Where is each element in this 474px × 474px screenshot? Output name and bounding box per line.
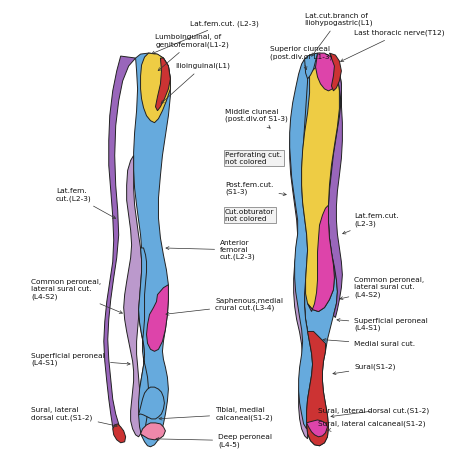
Text: Common peroneal,
lateral sural cut.
(L4-S2): Common peroneal, lateral sural cut. (L4-…: [31, 280, 122, 313]
Polygon shape: [307, 331, 328, 446]
Polygon shape: [290, 59, 312, 439]
Polygon shape: [113, 424, 126, 443]
Polygon shape: [316, 53, 337, 91]
Text: Saphenous,medial
crural cut.(L3-4): Saphenous,medial crural cut.(L3-4): [166, 298, 283, 315]
Text: Lumboinguinal, of
genitofemoral(L1-2): Lumboinguinal, of genitofemoral(L1-2): [155, 35, 229, 71]
Polygon shape: [308, 205, 335, 311]
Text: Lat.fem.cut.
(L2-3): Lat.fem.cut. (L2-3): [343, 213, 399, 234]
Text: Last thoracic nerve(T12): Last thoracic nerve(T12): [341, 30, 445, 62]
Text: Superficial peroneal
(L4-S1): Superficial peroneal (L4-S1): [31, 353, 130, 366]
Text: Lat.fem.
cut.(L2-3): Lat.fem. cut.(L2-3): [56, 189, 116, 219]
Polygon shape: [329, 53, 341, 91]
Text: Anterior
femoral
cut.(L2-3): Anterior femoral cut.(L2-3): [166, 240, 256, 260]
Polygon shape: [146, 285, 168, 351]
Text: Common peroneal,
lateral sural cut.
(L4-S2): Common peroneal, lateral sural cut. (L4-…: [340, 277, 424, 300]
Text: Superficial peroneal
(L4-S1): Superficial peroneal (L4-S1): [337, 318, 428, 331]
Text: Sural, lateral
dorsal cut.(S1-2): Sural, lateral dorsal cut.(S1-2): [31, 407, 117, 427]
Text: Middle cluneal
(post.div.of S1-3): Middle cluneal (post.div.of S1-3): [225, 109, 288, 128]
Text: Lat.fem.cut. (L2-3): Lat.fem.cut. (L2-3): [152, 20, 259, 54]
Text: Sural, lateral calcaneal(S1-2): Sural, lateral calcaneal(S1-2): [318, 420, 425, 431]
Polygon shape: [134, 53, 170, 447]
Polygon shape: [141, 423, 165, 440]
Text: Tibial, medial
calcaneal(S1-2): Tibial, medial calcaneal(S1-2): [159, 407, 273, 421]
Polygon shape: [305, 53, 318, 79]
Polygon shape: [124, 155, 142, 437]
Text: Ilioinguinal(L1): Ilioinguinal(L1): [161, 63, 230, 103]
Polygon shape: [301, 64, 339, 311]
Polygon shape: [328, 61, 342, 318]
Polygon shape: [301, 53, 341, 446]
Polygon shape: [307, 420, 328, 437]
Text: Cut.obturator
not colored: Cut.obturator not colored: [225, 209, 274, 222]
Text: Sural, lateral dorsal cut.(S1-2): Sural, lateral dorsal cut.(S1-2): [318, 408, 429, 418]
Text: Medial sural cut.: Medial sural cut.: [323, 338, 415, 347]
Text: Perforating cut.
not colored: Perforating cut. not colored: [225, 152, 282, 165]
Text: Post.fem.cut.
(S1-3): Post.fem.cut. (S1-3): [225, 182, 286, 196]
Polygon shape: [141, 53, 170, 123]
Text: Lat.cut.branch of
iliohypogastric(L1): Lat.cut.branch of iliohypogastric(L1): [305, 12, 373, 56]
Text: Superior cluneal
(post.div.of L1-3): Superior cluneal (post.div.of L1-3): [270, 46, 332, 70]
Polygon shape: [138, 387, 164, 419]
Text: Sural(S1-2): Sural(S1-2): [333, 364, 396, 374]
Polygon shape: [138, 248, 148, 436]
Polygon shape: [290, 59, 312, 429]
Polygon shape: [155, 58, 170, 111]
Text: Deep peroneal
(L4-5): Deep peroneal (L4-5): [156, 434, 272, 447]
Polygon shape: [104, 56, 136, 439]
